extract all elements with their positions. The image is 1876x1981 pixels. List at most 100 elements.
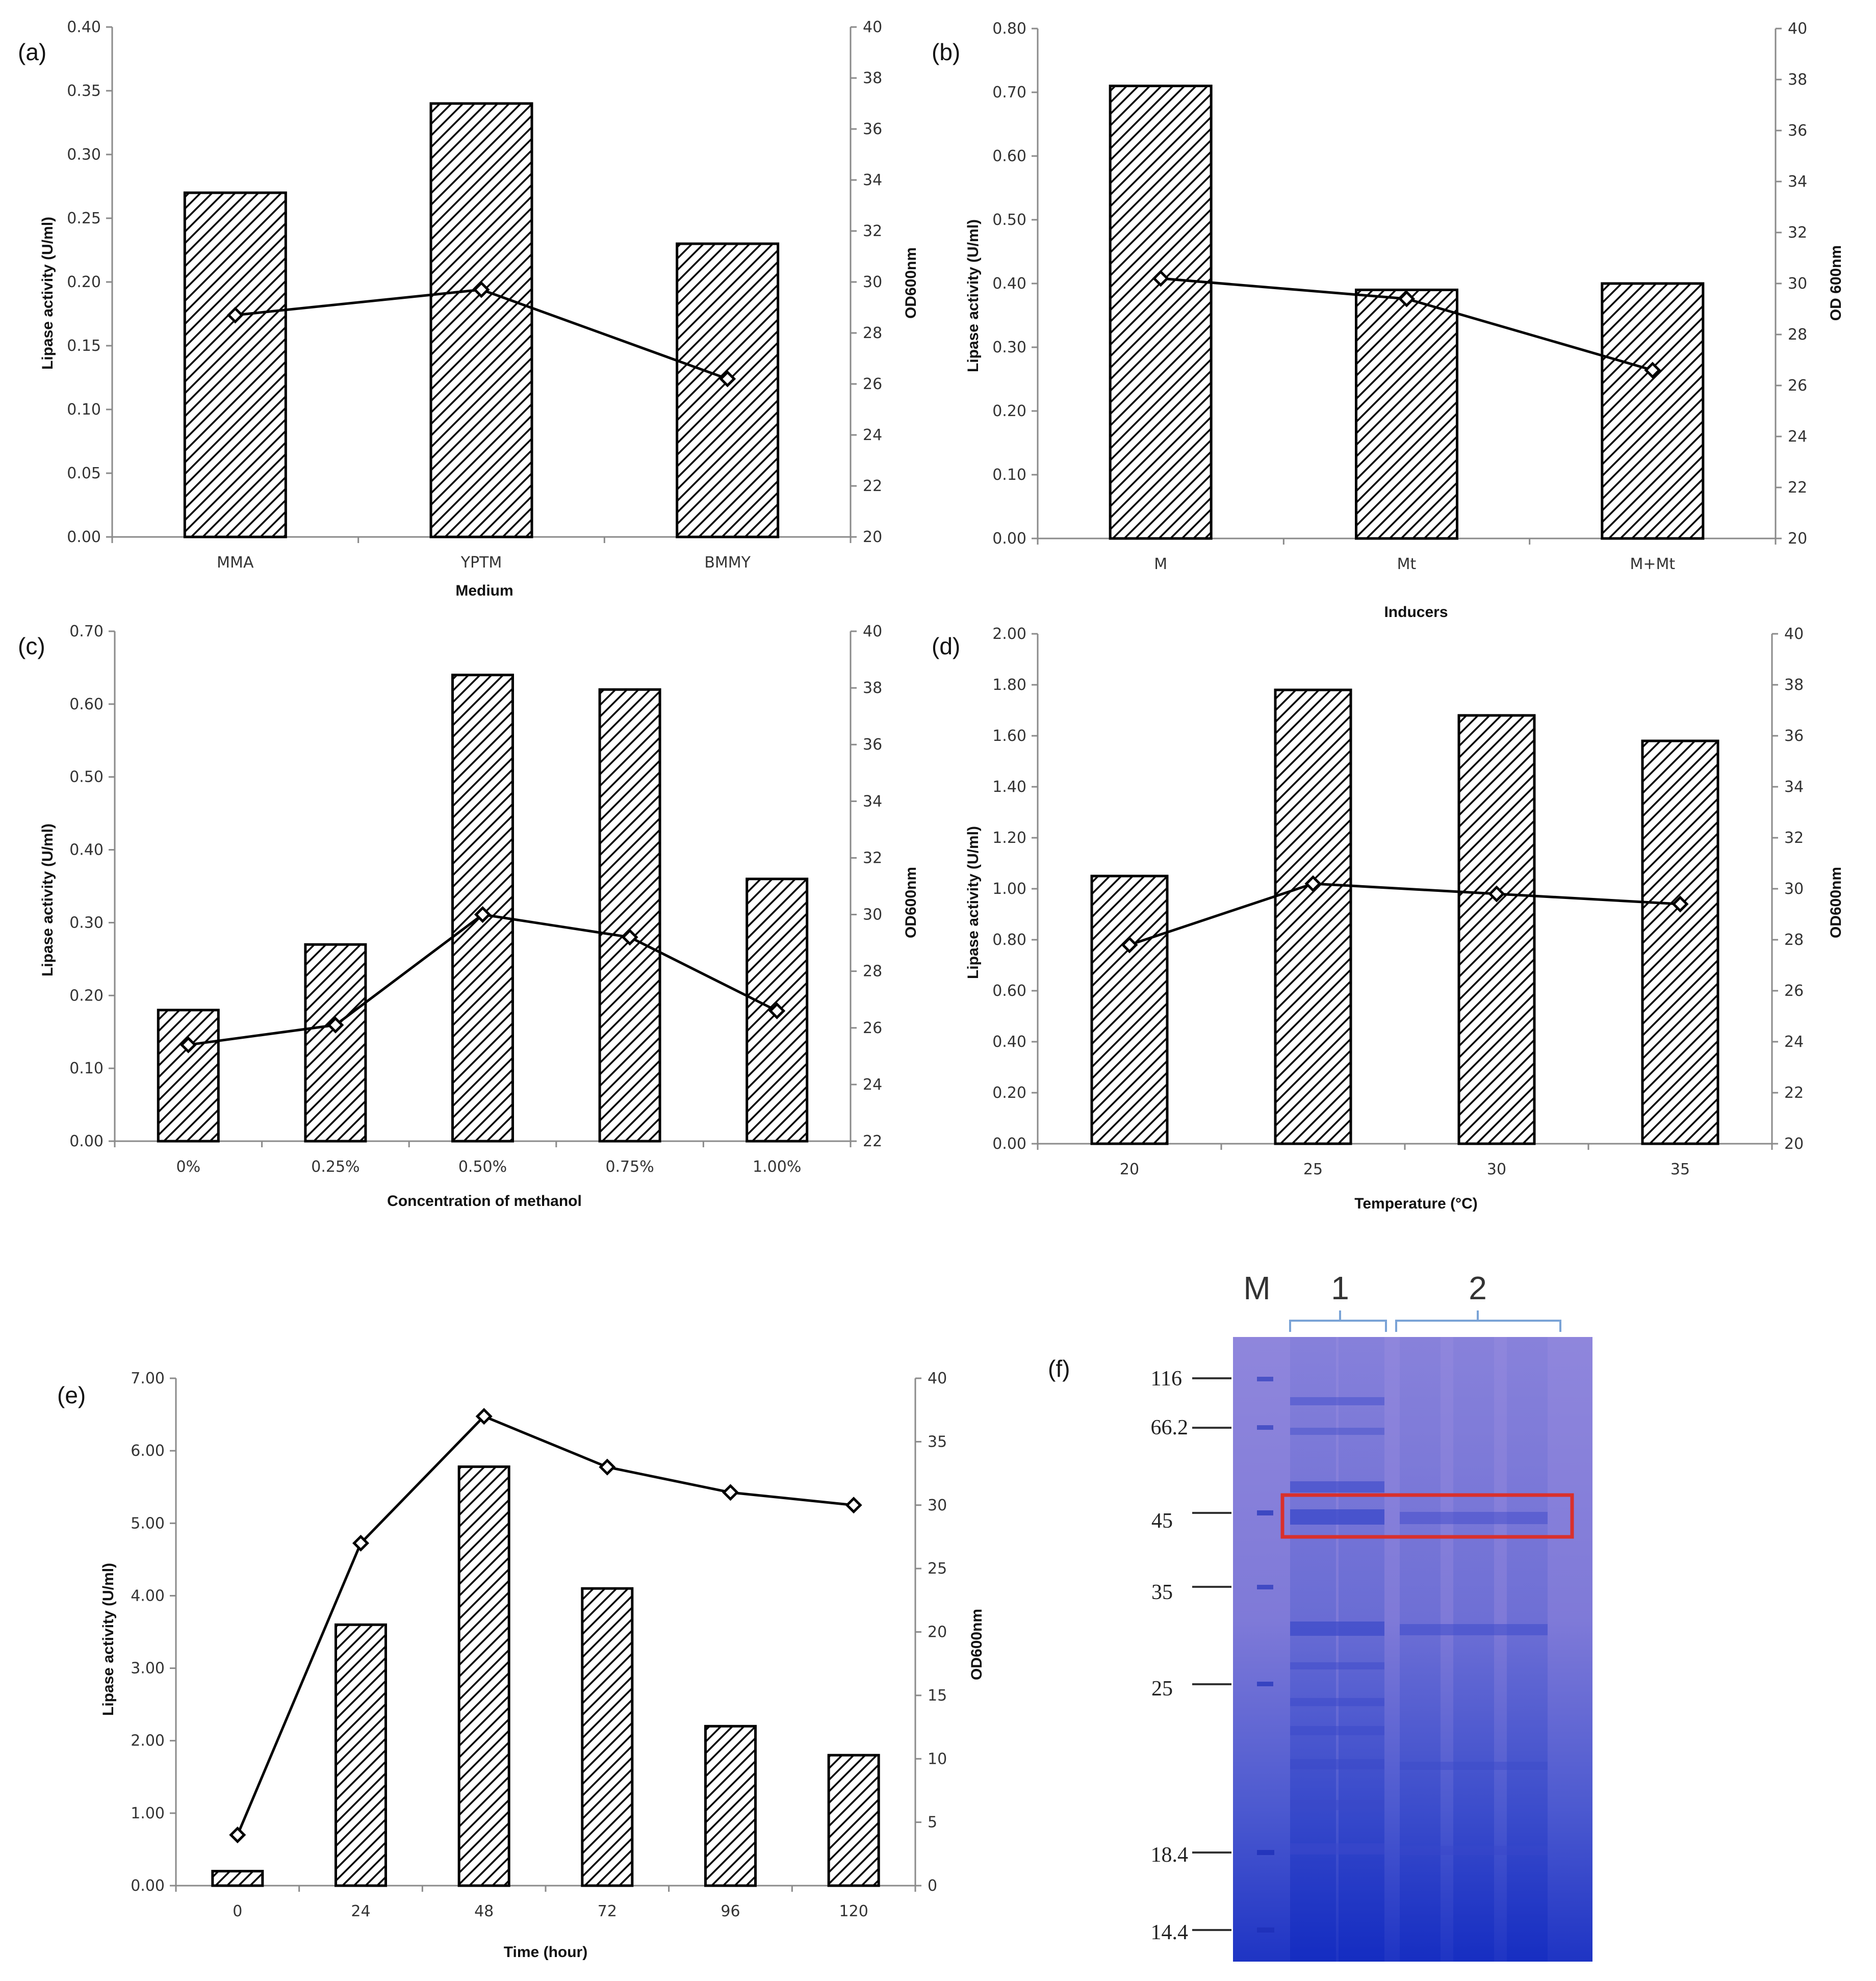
y-tick-label: 0.60 — [992, 147, 1026, 165]
od-point — [226, 306, 244, 324]
y-tick-label: 0.20 — [69, 987, 104, 1005]
panel-label-c: (c) — [18, 633, 45, 659]
gel-lane — [1453, 1337, 1494, 1962]
y2-tick-label: 26 — [863, 1019, 882, 1037]
bar — [304, 943, 367, 1143]
x-tick-label: 20 — [1120, 1161, 1139, 1178]
y2-tick-label: 20 — [1788, 530, 1807, 548]
y2-axis-title: OD600nm — [968, 1609, 985, 1680]
x-tick-label: YPTM — [460, 554, 502, 572]
y-tick-label: 1.60 — [992, 727, 1026, 745]
gel-panel: (f) M 1 2 — [1048, 1270, 1592, 1962]
y2-tick-label: 22 — [1784, 1084, 1804, 1102]
y-tick-label: 0.10 — [992, 466, 1026, 484]
bar — [1274, 688, 1352, 1145]
y-axis-title: Lipase activity (U/ml) — [39, 824, 56, 976]
panel-label-d: (d) — [932, 633, 960, 659]
x-tick-label: 0.50% — [458, 1158, 507, 1176]
chart-c: (c) 0.00 0.10 0.20 0.30 0.40 0.50 0.60 0.70 22 2… — [18, 623, 919, 1210]
y-tick-label: 7.00 — [131, 1370, 165, 1387]
panel-label-b: (b) — [932, 39, 960, 65]
y-tick-label: 1.40 — [992, 778, 1026, 796]
y2-tick-label: 35 — [928, 1433, 947, 1451]
x-axis-title: Inducers — [1384, 604, 1448, 621]
y-tick-label: 0.80 — [992, 931, 1026, 949]
y2-tick-label: 34 — [1784, 778, 1804, 796]
y2-tick-label: 36 — [1788, 122, 1807, 140]
od-point — [327, 1016, 344, 1034]
od-line — [1129, 882, 1681, 946]
y2-tick-label: 26 — [863, 375, 882, 393]
chart-b: (b) 0.00 0.10 0.20 0.30 0.40 0.50 0.60 0.70 0.80… — [932, 20, 1844, 621]
y2-tick-label: 32 — [863, 849, 882, 867]
gel-lane — [1290, 1337, 1336, 1962]
x-axis-title: Time (hour) — [504, 1944, 587, 1961]
od-point — [179, 1036, 197, 1053]
chart-a: (a) 0.00 0.05 0.10 0.15 0.20 0.25 0.30 0.35 0.40… — [18, 18, 919, 599]
y-tick-label: 0.30 — [67, 146, 101, 164]
y2-tick-label: 36 — [863, 736, 882, 754]
panel-label-a: (a) — [18, 39, 46, 65]
od-point — [621, 929, 638, 946]
y2-tick-label: 24 — [863, 1076, 882, 1094]
y-tick-label: 0.40 — [992, 1033, 1026, 1051]
lane-label-m: M — [1243, 1270, 1270, 1306]
y-tick-label: 2.00 — [992, 625, 1026, 643]
y2-tick-label: 10 — [928, 1750, 947, 1768]
y-tick-label: 0.60 — [69, 696, 104, 713]
y-tick-label: 0.05 — [67, 465, 101, 482]
y2-tick-label: 30 — [928, 1497, 947, 1514]
y-tick-label: 0.25 — [67, 210, 101, 227]
bar — [183, 191, 287, 538]
marker-label: 18.4 — [1151, 1843, 1189, 1867]
bar — [1641, 739, 1719, 1145]
bar — [704, 1725, 757, 1887]
y-tick-label: 1.00 — [992, 880, 1026, 898]
y-tick-label: 0.30 — [69, 914, 104, 932]
od-point — [1672, 895, 1689, 913]
od-point — [599, 1458, 616, 1476]
y2-tick-label: 0 — [928, 1877, 937, 1895]
y-tick-label: 6.00 — [131, 1442, 165, 1460]
y-tick-label: 1.00 — [131, 1805, 165, 1822]
marker-label: 45 — [1151, 1509, 1173, 1533]
y2-axis-title: OD 600nm — [1828, 245, 1844, 321]
y2-tick-label: 28 — [1784, 931, 1804, 949]
gel-lane — [1339, 1337, 1384, 1962]
bar — [1457, 714, 1536, 1145]
marker-label: 66.2 — [1151, 1416, 1189, 1439]
y-tick-label: 0.40 — [67, 18, 101, 36]
od-point — [1152, 270, 1169, 287]
y2-tick-label: 38 — [1788, 71, 1807, 89]
y2-tick-label: 34 — [863, 792, 882, 810]
marker-lane-bands — [1257, 1377, 1274, 1933]
y2-tick-label: 25 — [928, 1560, 947, 1578]
y2-tick-label: 22 — [1788, 479, 1807, 497]
y-tick-label: 0.10 — [67, 401, 101, 419]
od-point — [1121, 936, 1138, 954]
y2-tick-label: 32 — [1788, 224, 1807, 242]
y-tick-label: 0.15 — [67, 337, 101, 355]
lane-bracket-1 — [1289, 1310, 1387, 1332]
y-axis-title: Lipase activity (U/ml) — [100, 1563, 117, 1716]
od-point — [1644, 362, 1661, 379]
x-tick-label: 96 — [721, 1902, 740, 1920]
y-tick-label: 0.20 — [67, 273, 101, 291]
y-tick-label: 0.70 — [992, 84, 1026, 101]
y-tick-label: 0.20 — [992, 402, 1026, 420]
bar — [676, 242, 780, 538]
x-tick-label: 24 — [351, 1902, 370, 1920]
y2-tick-label: 34 — [1788, 173, 1807, 191]
y2-tick-label: 30 — [863, 906, 882, 924]
od-point — [229, 1826, 246, 1844]
x-tick-label: 0.75% — [605, 1158, 654, 1176]
y2-tick-label: 30 — [1788, 275, 1807, 293]
y-axis-title: Lipase activity (U/ml) — [965, 219, 982, 372]
x-tick-label: 48 — [474, 1902, 494, 1920]
y2-tick-label: 26 — [1788, 377, 1807, 395]
bar — [335, 1623, 387, 1887]
od-point — [722, 1484, 739, 1501]
y2-tick-label: 15 — [928, 1687, 947, 1705]
y2-tick-label: 40 — [928, 1370, 947, 1387]
